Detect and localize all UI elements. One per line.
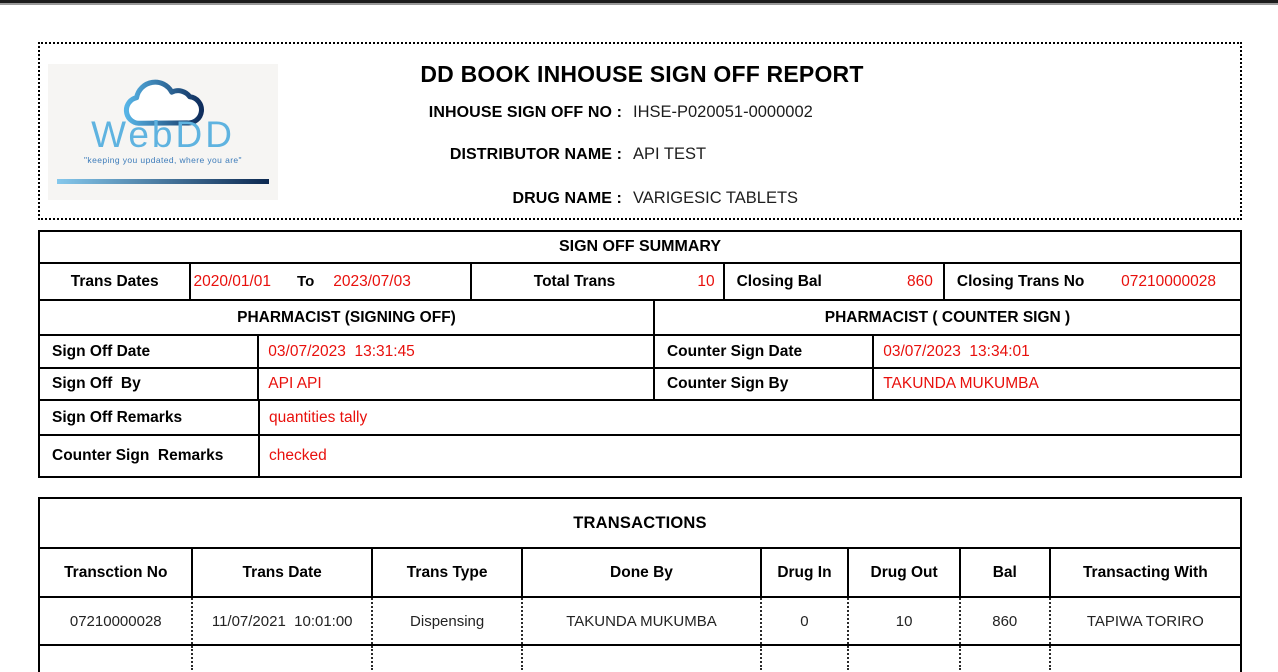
total-trans-value: 10: [697, 272, 715, 290]
trans-dates-label: Trans Dates: [40, 264, 192, 299]
empty-cell: [849, 646, 961, 670]
logo-tagline: "keeping you updated, where you are": [84, 155, 242, 165]
total-trans-label: Total Trans: [533, 272, 616, 290]
empty-cell: [1051, 646, 1240, 670]
empty-cell: [523, 646, 762, 670]
date-from: 2020/01/01: [193, 272, 272, 290]
sign-off-by-label: Sign Off By: [40, 369, 260, 399]
summary-values-row: Trans Dates 2020/01/01 To 2023/07/03 Tot…: [40, 262, 1240, 299]
cell-trans-type: Dispensing: [373, 598, 524, 644]
field-distributor-name: DISTRIBUTOR NAME : API TEST: [40, 145, 1244, 164]
empty-cell: [762, 646, 850, 670]
sign-off-remarks-row: Sign Off Remarks quantities tally: [40, 399, 1240, 434]
counter-sign-remarks-label: Counter Sign Remarks: [40, 436, 260, 476]
sign-off-by-value: API API: [259, 369, 655, 399]
field-label: DRUG NAME :: [512, 190, 622, 207]
window-top-edge: [0, 0, 1278, 5]
sign-off-by-row: Sign Off By API API Counter Sign By TAKU…: [40, 367, 1240, 399]
closing-bal-cell: Closing Bal 860: [725, 264, 945, 299]
cell-trans-date: 11/07/2021 10:01:00: [193, 598, 373, 644]
date-to: 2023/07/03: [333, 272, 411, 290]
col-transaction-no: Transction No: [40, 549, 194, 596]
trans-dates-range: 2020/01/01 To 2023/07/03: [191, 264, 473, 299]
counter-sign-by-label: Counter Sign By: [655, 369, 875, 399]
transactions-table: TRANSACTIONS Transction No Trans Date Tr…: [38, 497, 1242, 672]
col-trans-type: Trans Type: [373, 549, 524, 596]
counter-sign-date-value: 03/07/2023 13:34:01: [883, 342, 1030, 360]
col-done-by: Done By: [523, 549, 762, 596]
field-value: IHSE-P020051-0000002: [633, 103, 813, 121]
empty-cell: [373, 646, 524, 670]
sign-off-date-value: 03/07/2023 13:31:45: [259, 336, 655, 367]
col-transacting-with: Transacting With: [1082, 563, 1208, 581]
cell-done-by: TAKUNDA MUKUMBA: [523, 598, 762, 644]
cell-drug-out: 10: [849, 598, 961, 644]
field-inhouse-sign-off-no: INHOUSE SIGN OFF NO : IHSE-P020051-00000…: [40, 103, 1244, 122]
field-value: API TEST: [633, 145, 707, 163]
signing-off-header: PHARMACIST (SIGNING OFF): [40, 301, 655, 334]
transaction-row-partial: [40, 644, 1240, 670]
summary-title: SIGN OFF SUMMARY: [558, 238, 722, 255]
report-title: DD BOOK INHOUSE SIGN OFF REPORT: [420, 61, 864, 87]
cell-transaction-no: 07210000028: [40, 598, 194, 644]
sign-off-date-row: Sign Off Date 03/07/2023 13:31:45 Counte…: [40, 334, 1240, 367]
cell-bal: 860: [961, 598, 1051, 644]
closing-trans-no-cell: Closing Trans No 07210000028: [945, 264, 1240, 299]
cloud-icon: [123, 79, 204, 126]
col-drug-out: Drug Out: [849, 549, 961, 596]
sign-off-remarks-label: Sign Off Remarks: [40, 401, 260, 434]
logo-gradient-bar: [57, 179, 269, 184]
transactions-title: TRANSACTIONS: [573, 513, 707, 532]
counter-sign-remarks-value: checked: [269, 447, 327, 464]
total-trans-cell: Total Trans 10: [472, 264, 725, 299]
cell-transacting-with: TAPIWA TORIRO: [1086, 612, 1204, 630]
closing-trans-no-label: Closing Trans No: [956, 272, 1085, 290]
empty-cell: [40, 646, 194, 670]
counter-sign-date-label: Counter Sign Date: [655, 336, 875, 367]
counter-sign-by-value: TAKUNDA MUKUMBA: [883, 375, 1039, 392]
empty-cell: [961, 646, 1051, 670]
field-drug-name: DRUG NAME : VARIGESIC TABLETS: [40, 189, 1244, 208]
field-label: INHOUSE SIGN OFF NO :: [428, 104, 622, 121]
col-bal: Bal: [961, 549, 1051, 596]
sign-off-summary-table: SIGN OFF SUMMARY Trans Dates 2020/01/01 …: [38, 230, 1242, 478]
col-drug-in: Drug In: [762, 549, 850, 596]
transaction-row: 07210000028 11/07/2021 10:01:00 Dispensi…: [40, 596, 1240, 644]
pharmacist-header-row: PHARMACIST (SIGNING OFF) PHARMACIST ( CO…: [40, 299, 1240, 334]
closing-bal-value: 860: [907, 272, 933, 290]
report-header-box: WebDD "keeping you updated, where you ar…: [38, 42, 1242, 220]
closing-bal-label: Closing Bal: [736, 272, 822, 290]
field-value: VARIGESIC TABLETS: [633, 189, 799, 207]
field-label: DISTRIBUTOR NAME :: [449, 146, 622, 163]
sign-off-remarks-value: quantities tally: [269, 408, 368, 426]
sign-off-date-label: Sign Off Date: [40, 336, 260, 367]
closing-trans-no-value: 07210000028: [1121, 272, 1216, 290]
counter-sign-header: PHARMACIST ( COUNTER SIGN ): [824, 308, 1071, 326]
transactions-header-row: Transction No Trans Date Trans Type Done…: [40, 547, 1240, 596]
empty-cell: [193, 646, 373, 670]
to-label: To: [297, 273, 315, 290]
cell-drug-in: 0: [762, 598, 850, 644]
logo-wordmark: WebDD: [91, 114, 235, 155]
counter-sign-remarks-row: Counter Sign Remarks checked: [40, 434, 1240, 476]
col-trans-date: Trans Date: [193, 549, 373, 596]
webdd-logo: WebDD "keeping you updated, where you ar…: [48, 64, 278, 200]
